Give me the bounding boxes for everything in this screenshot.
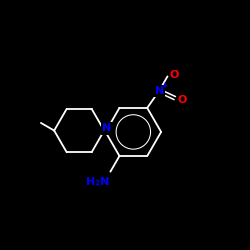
Text: N: N [102, 124, 111, 134]
Text: ⁻: ⁻ [174, 68, 179, 78]
Text: H₂N: H₂N [86, 177, 109, 187]
Text: O: O [170, 70, 179, 80]
Text: +: + [161, 81, 167, 90]
Text: O: O [178, 95, 187, 105]
Text: N: N [154, 86, 164, 96]
